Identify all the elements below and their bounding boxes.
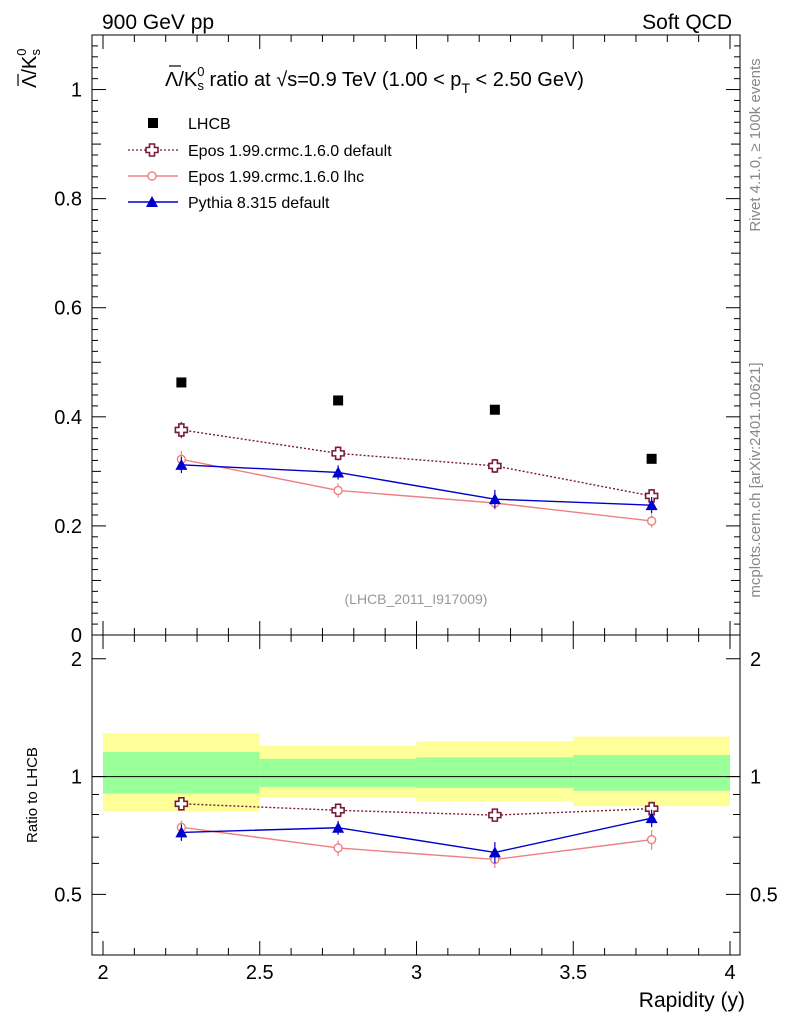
main-point-epos_default (174, 423, 189, 437)
main-point-lhcb (333, 395, 344, 406)
main-point-epos_default (488, 459, 502, 473)
main-point-epos_default (331, 446, 345, 461)
main-y-tick-label: 0.8 (54, 189, 82, 211)
main-axis-ticks: 0 0.2 0.4 0.6 0.8 1 (54, 34, 740, 647)
ratio-uncertainty-band-inner (259, 758, 417, 788)
ratio-y-tick-label-left: 1 (71, 767, 82, 789)
legend-marker-epos-lhc (147, 171, 157, 181)
ratio-y-tick-label-left: 2 (71, 649, 82, 671)
main-point-epos_lhc (333, 485, 343, 496)
legend-label-epos-lhc: Epos 1.99.crmc.1.6.0 lhc (188, 169, 364, 186)
ratio-y-tick-label-right: 0.5 (750, 884, 778, 906)
legend-label-lhcb: LHCB (188, 116, 231, 133)
legend-entry-epos-lhc: Epos 1.99.crmc.1.6.0 lhc (128, 169, 364, 186)
ratio-line-pythia (181, 817, 652, 854)
legend-marker-epos-default (145, 143, 159, 157)
main-y-tick-label: 0.2 (54, 516, 82, 538)
main-point-pythia (488, 493, 501, 505)
legend-marker-lhcb (148, 118, 158, 128)
ratio-point-pythia (645, 812, 658, 824)
analysis-id-label: (LHCB_2011_I917009) (345, 591, 488, 607)
ratio-y-tick-label-right: 1 (750, 767, 761, 789)
ratio-point-epos_default (488, 808, 502, 822)
legend-entry-pythia: Pythia 8.315 default (128, 195, 330, 212)
ratio-axis-ticks: 0.5 0.5 1 1 2 2 2 2.5 3 3.5 4 (54, 635, 778, 984)
x-tick-label: 4 (724, 962, 735, 984)
legend-entry-lhcb: LHCB (148, 116, 231, 133)
main-panel: 0 0.2 0.4 0.6 0.8 1 Λ/K0 s ratio at √s=0.9 TeV… (14, 34, 741, 647)
main-line-epos_default (181, 429, 652, 497)
main-y-tick-label: 0.6 (54, 298, 82, 320)
ratio-panel: 0.5 0.5 1 1 2 2 2 2.5 3 3.5 4 Ratio to LHCB Rapidi… (24, 634, 778, 1012)
x-tick-label: 2.5 (246, 962, 274, 984)
main-point-pythia (645, 499, 658, 511)
legend: LHCB Epos 1.99.crmc.1.6.0 default Epos 1… (128, 116, 392, 212)
ratio-line-epos_lhc (181, 826, 652, 861)
ratio-y-axis-label: Ratio to LHCB (24, 747, 41, 843)
ratio-y-tick-label-left: 0.5 (54, 884, 82, 906)
legend-entry-epos-default: Epos 1.99.crmc.1.6.0 default (128, 143, 392, 160)
chart-title: Λ/K0 s ratio at √s=0.9 TeV (1.00 < pT < 2… (165, 64, 584, 96)
main-y-axis-label: Λ/K0s (14, 49, 43, 89)
ratio-plot-marks (92, 733, 740, 868)
main-plot-marks (174, 377, 659, 528)
legend-label-epos-default: Epos 1.99.crmc.1.6.0 default (188, 143, 392, 160)
ratio-point-pythia (488, 846, 501, 858)
main-point-epos_default (644, 489, 659, 503)
ratio-point-pythia (332, 821, 345, 833)
main-line-epos_lhc (181, 458, 652, 522)
main-y-tick-label: 0 (71, 625, 82, 647)
legend-marker-pythia (146, 196, 158, 207)
main-point-lhcb (176, 377, 187, 388)
ratio-uncertainty-band-inner (573, 755, 730, 791)
main-point-lhcb (646, 453, 657, 464)
main-line-pythia (181, 464, 652, 506)
main-y-tick-label: 1 (71, 80, 82, 102)
header-category-label: Soft QCD (642, 11, 732, 34)
ratio-y-tick-label-right: 2 (750, 649, 761, 671)
x-tick-label: 3 (411, 962, 422, 984)
main-point-pythia (175, 458, 188, 470)
rivet-version-label: Rivet 4.1.0, ≥ 100k events (747, 58, 764, 231)
main-point-lhcb (489, 404, 500, 415)
ratio-uncertainty-band-inner (103, 752, 260, 794)
ratio-point-epos_lhc (333, 843, 343, 853)
main-point-epos_lhc (646, 516, 657, 526)
svg-text:Λ/K0s: Λ/K0s (14, 49, 43, 89)
ratio-line-epos_default (181, 803, 652, 816)
ratio-point-epos_default (331, 803, 345, 818)
ratio-point-pythia (175, 826, 188, 838)
main-point-pythia (332, 466, 345, 478)
x-tick-label: 2 (97, 962, 108, 984)
header-energy-label: 900 GeV pp (102, 11, 214, 34)
ratio-point-epos_default (644, 801, 659, 816)
legend-label-pythia: Pythia 8.315 default (188, 195, 330, 212)
main-y-tick-label: 0.4 (54, 407, 82, 429)
ratio-uncertainty-band-inner (416, 757, 574, 788)
x-tick-label: 3.5 (559, 962, 587, 984)
ratio-point-epos_default (174, 796, 189, 811)
x-axis-label: Rapidity (y) (639, 989, 745, 1012)
mcplots-label: mcplots.cern.ch [arXiv:2401.10621] (747, 362, 764, 597)
ratio-point-epos_lhc (646, 834, 657, 845)
